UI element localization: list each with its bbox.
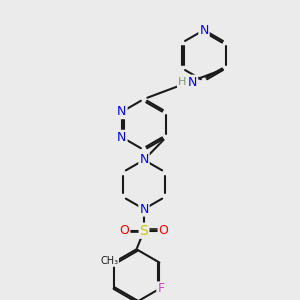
Text: N: N: [139, 202, 149, 216]
Text: N: N: [199, 23, 209, 37]
Text: N: N: [139, 153, 149, 167]
Text: F: F: [157, 282, 164, 296]
Text: N: N: [188, 76, 197, 88]
Text: N: N: [117, 131, 127, 144]
Text: H: H: [178, 77, 186, 87]
Text: O: O: [120, 224, 129, 237]
Text: N: N: [117, 105, 127, 118]
Text: S: S: [140, 224, 148, 238]
Text: CH₃: CH₃: [100, 256, 118, 266]
Text: O: O: [159, 224, 168, 237]
